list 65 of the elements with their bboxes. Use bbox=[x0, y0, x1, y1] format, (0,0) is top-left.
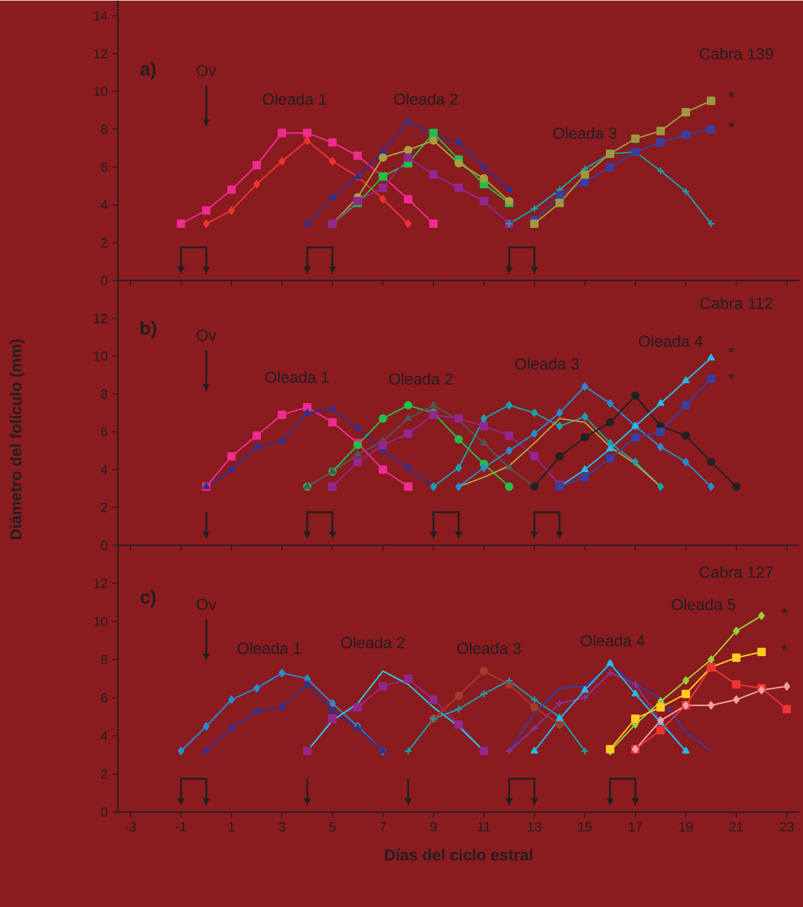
x-tick-label: -1 bbox=[175, 822, 186, 832]
x-tick-label: 3 bbox=[278, 822, 285, 832]
y-tick-label: 10 bbox=[94, 86, 108, 96]
x-tick-label: 5 bbox=[329, 822, 336, 832]
annotation: Oleada 1 bbox=[265, 371, 329, 383]
y-tick-label: 6 bbox=[100, 693, 108, 702]
annotation: Oleada 3 bbox=[457, 642, 520, 654]
y-tick-label: 0 bbox=[100, 540, 108, 550]
annotation: * bbox=[728, 373, 734, 379]
x-axis-title: Días del ciclo estral bbox=[384, 848, 532, 861]
x-tick-label: 9 bbox=[430, 822, 436, 832]
annotation: c) bbox=[140, 590, 156, 608]
annotation: Cabra 112 bbox=[700, 297, 772, 310]
annotation: * bbox=[781, 608, 787, 614]
y-tick-label: 12 bbox=[94, 578, 108, 588]
y-tick-label: 2 bbox=[100, 238, 108, 248]
y-tick-label: 0 bbox=[100, 276, 108, 286]
y-tick-label: 6 bbox=[100, 427, 108, 436]
x-tick-label: 23 bbox=[780, 822, 794, 832]
y-tick-label: 4 bbox=[100, 731, 108, 740]
x-tick-label: 21 bbox=[729, 822, 743, 832]
y-tick-label: 12 bbox=[94, 314, 108, 323]
x-tick-label: -3 bbox=[124, 822, 136, 832]
y-tick-label: 2 bbox=[100, 769, 108, 779]
annotation: Ov bbox=[196, 598, 216, 610]
y-tick-label: 12 bbox=[94, 48, 108, 58]
y-tick-label: 0 bbox=[100, 807, 108, 817]
y-axis-title: Diámetro del folículo (mm) bbox=[9, 339, 24, 540]
x-tick-label: 7 bbox=[380, 822, 386, 832]
annotation: a) bbox=[140, 62, 156, 80]
x-tick-label: 11 bbox=[478, 822, 490, 832]
y-tick-label: 14 bbox=[94, 11, 108, 20]
annotation: b) bbox=[140, 320, 156, 338]
y-tick-label: 2 bbox=[100, 502, 108, 512]
annotation: Oleada 2 bbox=[388, 372, 452, 385]
annotation: * bbox=[728, 346, 734, 352]
annotation: Ov bbox=[196, 330, 216, 341]
annotation: Oleada 1 bbox=[237, 642, 301, 654]
annotation: Cabra 127 bbox=[700, 566, 773, 578]
x-tick-label: 15 bbox=[578, 822, 592, 832]
x-tick-label: 19 bbox=[679, 822, 692, 832]
y-tick-label: 8 bbox=[100, 389, 108, 399]
x-tick-label: 17 bbox=[628, 822, 642, 832]
x-tick-label: 13 bbox=[528, 822, 542, 832]
annotation: Cabra 139 bbox=[700, 48, 773, 60]
y-tick-label: 4 bbox=[100, 465, 108, 474]
annotation: Oleada 3 bbox=[515, 358, 579, 370]
y-tick-label: 8 bbox=[100, 654, 108, 664]
y-tick-label: 10 bbox=[94, 616, 108, 626]
annotation: Oleada 3 bbox=[552, 127, 616, 139]
annotation: * bbox=[728, 92, 734, 98]
y-tick-label: 4 bbox=[100, 200, 108, 210]
x-tick-label: 1 bbox=[228, 822, 234, 832]
annotation: Oleada 2 bbox=[340, 636, 404, 648]
annotation: Oleada 4 bbox=[580, 634, 644, 646]
annotation: Ov bbox=[196, 64, 216, 76]
y-tick-label: 8 bbox=[100, 124, 108, 134]
annotation: Oleada 2 bbox=[394, 93, 458, 105]
annotation: * bbox=[728, 122, 734, 128]
annotation: Oleada 4 bbox=[638, 335, 702, 347]
y-tick-label: 10 bbox=[94, 351, 108, 361]
annotation: Oleada 5 bbox=[672, 598, 736, 610]
y-tick-label: 6 bbox=[100, 162, 108, 172]
annotation: Oleada 1 bbox=[262, 93, 326, 105]
annotation: * bbox=[781, 644, 787, 650]
